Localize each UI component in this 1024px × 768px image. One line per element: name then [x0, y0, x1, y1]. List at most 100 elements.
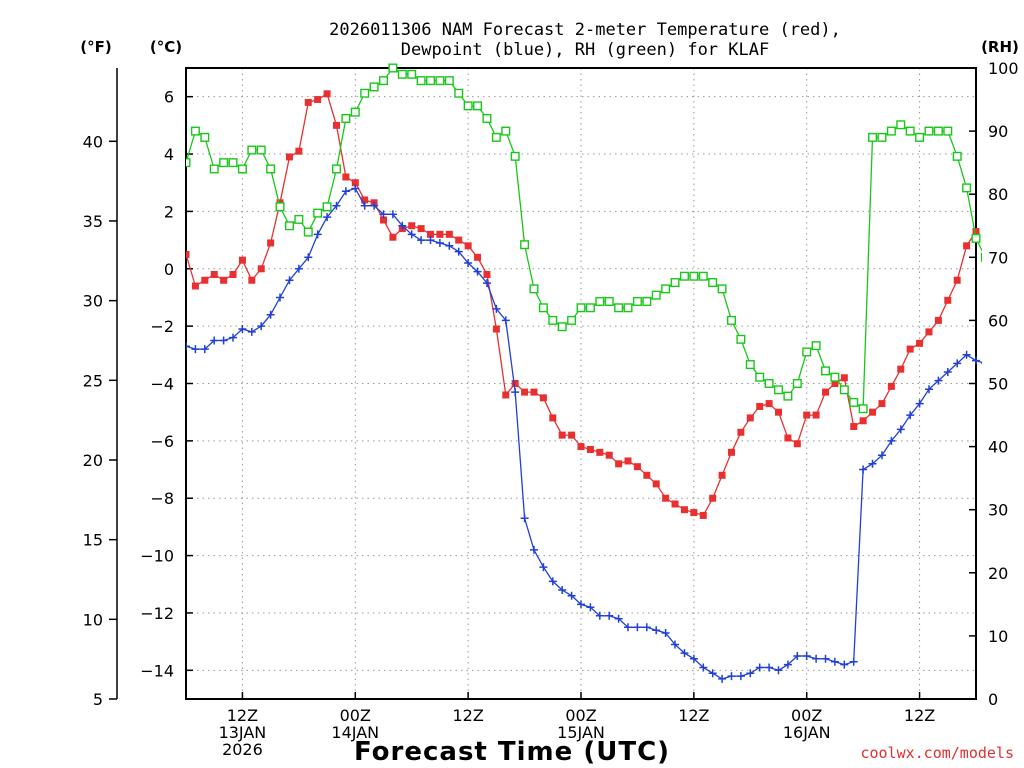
temperature-point	[793, 440, 801, 448]
rh-point	[186, 158, 191, 168]
rh-point	[830, 372, 840, 382]
dewpoint-point	[520, 514, 529, 523]
rh-point	[783, 391, 793, 401]
rh-tick-label: 30	[988, 501, 1008, 520]
rh-point	[755, 372, 765, 382]
dewpoint-point	[398, 221, 407, 230]
temperature-point	[389, 233, 397, 241]
dewpoint-point	[868, 459, 877, 468]
rh-point	[557, 322, 567, 332]
dewpoint-point	[492, 304, 501, 313]
rh-point	[190, 126, 200, 136]
temperature-point	[746, 414, 754, 422]
dewpoint-point	[765, 663, 774, 672]
temperature-point	[332, 121, 340, 129]
rh-point	[651, 290, 661, 300]
axes: 6420−2−4−6−8−10−12−1412Z13JAN202600Z14JA…	[83, 59, 1019, 759]
rh-point	[642, 296, 652, 306]
dewpoint-point	[972, 356, 980, 365]
rh-point	[632, 296, 642, 306]
rh-tick-label: 100	[988, 59, 1019, 78]
rh-point	[877, 132, 887, 142]
celsius-tick-label: 4	[164, 145, 174, 164]
temperature-point	[549, 414, 557, 422]
rh-point	[868, 132, 878, 142]
temperature-point	[455, 236, 463, 244]
rh-point	[482, 113, 492, 123]
rh-point	[209, 164, 219, 174]
rh-point	[360, 88, 370, 98]
temperature-point	[314, 96, 322, 104]
rh-tick-label: 10	[988, 627, 1008, 646]
rh-point	[313, 208, 323, 218]
rh-tick-label: 50	[988, 375, 1008, 394]
rh-point	[379, 76, 389, 86]
rh-point	[971, 233, 981, 243]
dewpoint-point	[370, 201, 379, 210]
temperature-point	[220, 276, 228, 284]
temperature-point	[887, 382, 895, 390]
dewpoint-point	[567, 591, 576, 600]
rh-point	[266, 164, 276, 174]
rh-point	[745, 360, 755, 370]
dewpoint-point	[210, 336, 219, 345]
x-tick-label: 12Z	[904, 706, 935, 725]
rh-point	[350, 107, 360, 117]
fahrenheit-tick-label: 15	[83, 531, 103, 550]
dewpoint-point	[915, 399, 924, 408]
rh-point	[416, 76, 426, 86]
dewpoint-point	[624, 623, 632, 632]
chart-title-line2: Dewpoint (blue), RH (green) for KLAF	[401, 40, 769, 60]
x-tick-label: 2026	[222, 740, 263, 759]
dewpoint-point	[323, 213, 332, 222]
fahrenheit-tick-label: 25	[83, 371, 103, 390]
rh-point	[426, 76, 436, 86]
dewpoint-point	[483, 279, 491, 288]
celsius-tick-label: −2	[150, 317, 174, 336]
temperature-point	[897, 365, 905, 373]
temperature-point	[671, 500, 679, 508]
temperature-point	[238, 256, 246, 264]
temperature-point	[417, 225, 425, 233]
dewpoint-point	[186, 342, 190, 351]
dewpoint-point	[379, 210, 388, 219]
dewpoint-point	[774, 666, 783, 675]
temperature-point	[963, 242, 971, 250]
rh-tick-label: 80	[988, 185, 1008, 204]
rh-point	[228, 158, 238, 168]
temperature-point	[436, 230, 444, 238]
temperature-point	[718, 471, 726, 479]
dewpoint-point	[755, 663, 764, 672]
rh-point	[952, 151, 962, 161]
rh-point	[388, 63, 398, 73]
dewpoint-point	[313, 230, 322, 239]
dewpoint-point	[257, 322, 266, 331]
temperature-point	[511, 380, 519, 387]
rh-point	[604, 296, 614, 306]
rh-point	[717, 284, 727, 294]
dewpoint-point	[953, 359, 962, 368]
dewpoint-point	[304, 253, 313, 262]
rh-tick-label: 70	[988, 248, 1008, 267]
rh-tick-label: 20	[988, 564, 1008, 583]
dewpoint-point	[219, 336, 228, 345]
temperature-point	[737, 428, 745, 436]
temperature-point	[492, 325, 500, 333]
celsius-tick-label: −8	[150, 489, 174, 508]
dewpoint-point	[247, 327, 256, 336]
rh-point	[397, 69, 407, 79]
temperature-point	[869, 408, 877, 416]
temperature-point	[285, 153, 293, 161]
temperature-point	[586, 445, 594, 453]
temperature-point	[191, 282, 199, 290]
temperature-point	[850, 423, 858, 431]
rh-point	[501, 126, 511, 136]
rh-point	[614, 303, 624, 313]
temperature-point	[201, 276, 209, 284]
dewpoint-point	[736, 672, 745, 681]
rh-point	[962, 183, 972, 193]
dewpoint-point	[586, 603, 595, 612]
dewpoint-point	[821, 654, 830, 663]
dewpoint-point	[294, 264, 303, 273]
